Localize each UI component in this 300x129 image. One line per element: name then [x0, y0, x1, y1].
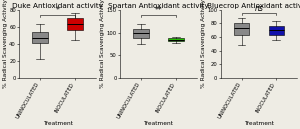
Text: ns: ns	[254, 4, 263, 13]
PathPatch shape	[133, 29, 149, 38]
PathPatch shape	[67, 18, 83, 30]
Text: **: **	[154, 6, 162, 15]
Title: Bluecrop Antioxidant activity: Bluecrop Antioxidant activity	[207, 3, 300, 9]
PathPatch shape	[168, 38, 184, 41]
Y-axis label: % Radical Scavenging Activity: % Radical Scavenging Activity	[201, 0, 206, 88]
PathPatch shape	[268, 26, 284, 35]
X-axis label: Treatment: Treatment	[143, 121, 173, 126]
PathPatch shape	[234, 23, 249, 35]
X-axis label: Treatment: Treatment	[43, 121, 73, 126]
PathPatch shape	[32, 32, 48, 43]
Y-axis label: % Radical Scavenging Activity: % Radical Scavenging Activity	[3, 0, 8, 88]
Title: Duke Antioxidant activity: Duke Antioxidant activity	[12, 3, 103, 9]
Y-axis label: % Radical Scavenging Activity: % Radical Scavenging Activity	[100, 0, 105, 88]
X-axis label: Treatment: Treatment	[244, 121, 274, 126]
Text: *: *	[56, 6, 60, 15]
Title: Spartan Antioxidant activity: Spartan Antioxidant activity	[108, 3, 208, 9]
